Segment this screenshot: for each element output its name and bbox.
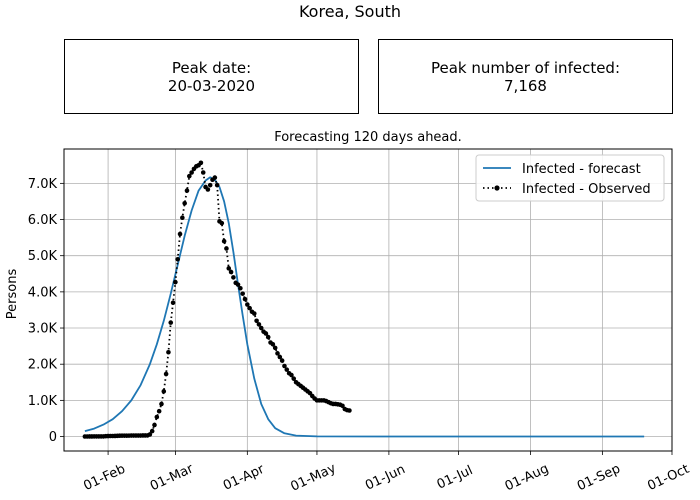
x-tick-label: 01-Oct [645, 462, 691, 494]
observed-point [277, 354, 283, 360]
peak-infected-value: 7,168 [504, 76, 547, 95]
y-tick-label: 5.0K [28, 249, 58, 264]
observed-point [168, 320, 174, 325]
grid-lines [64, 149, 673, 451]
peak-infected-label: Peak number of infected: [430, 58, 621, 77]
observed-point [275, 351, 280, 356]
y-tick-label: 7.0K [28, 177, 58, 192]
observed-point [166, 349, 171, 355]
observed-point [156, 408, 162, 414]
observed-point [205, 187, 211, 192]
legend-box [475, 154, 665, 202]
observed-point [177, 231, 183, 237]
observed-point [270, 342, 276, 347]
observed-point [170, 300, 176, 306]
plot-frame [63, 148, 673, 452]
observed-point [240, 291, 245, 296]
x-tick-label: 01-Aug [503, 461, 551, 494]
observed-point [224, 246, 229, 251]
observed-point [256, 322, 262, 327]
observed-point [226, 266, 232, 271]
observed-point [154, 414, 160, 420]
observed-point [198, 160, 204, 166]
observed-point [147, 432, 153, 437]
observed-point [189, 170, 194, 175]
observed-point [161, 389, 167, 394]
x-tick-label: 01-Jul [435, 463, 475, 493]
x-tick-label: 01-Apr [221, 462, 267, 494]
peak-infected-box: Peak number of infected: 7,168 [378, 39, 673, 114]
observed-point [238, 285, 243, 291]
observed-point [235, 282, 241, 287]
y-tick-label: 4.0K [28, 285, 58, 300]
chart-title: Forecasting 120 days ahead. [274, 130, 462, 145]
observed-point [187, 173, 192, 179]
observed-point [212, 175, 218, 180]
observed-point [219, 220, 225, 226]
observed-point [207, 182, 213, 188]
y-tick-label: 6.0K [28, 213, 58, 228]
observed-point [214, 182, 220, 188]
observed-point [245, 302, 250, 307]
y-tick-label: 0 [49, 430, 57, 445]
series-layer [82, 160, 645, 439]
observed-point [200, 170, 206, 175]
observed-point [221, 238, 227, 244]
observed-point [180, 215, 185, 221]
y-tick-label: 2.0K [28, 358, 58, 373]
observed-point [289, 372, 294, 378]
peak-date-box: Peak date: 20-03-2020 [64, 39, 359, 114]
peak-date-label: Peak date: [171, 58, 252, 77]
y-tick-label: 3.0K [28, 322, 58, 337]
y-axis-label: Persons [5, 269, 20, 320]
x-tick-label: 01-Feb [81, 462, 127, 494]
y-tick-label: 1.0K [28, 394, 58, 409]
observed-point [347, 408, 352, 413]
observed-line [84, 160, 350, 438]
observed-point [258, 325, 264, 331]
observed-point [163, 371, 169, 377]
peak-date-value: 20-03-2020 [167, 76, 256, 95]
observed-point [159, 401, 164, 407]
x-tick-label: 01-Jun [363, 462, 408, 493]
legend: Infected - forecast Infected - Observed [475, 154, 665, 202]
observed-point [173, 279, 178, 285]
observed-point [265, 334, 271, 340]
observed-point [340, 403, 345, 409]
x-tick-label: 01-Mar [148, 461, 196, 494]
axis-ticks: 01-Feb 01-Mar 01-Apr 01-May 01-Jun 01-Jul 01-A… [28, 177, 692, 495]
legend-forecast-label: Infected - forecast [522, 162, 641, 177]
legend-observed-marker [494, 185, 500, 191]
observed-point [284, 367, 290, 372]
observed-point [263, 331, 269, 336]
observed-point [272, 345, 278, 351]
observed-point [182, 200, 187, 206]
observed-point [184, 188, 190, 193]
legend-observed-label: Infected - Observed [522, 182, 651, 197]
observed-point [282, 363, 287, 369]
observed-point [251, 311, 257, 316]
observed-point [291, 376, 297, 381]
observed-point [279, 358, 285, 363]
observed-point [228, 269, 234, 275]
page-title: Korea, South [298, 2, 402, 21]
x-tick-label: 01-Sep [575, 461, 623, 494]
observed-point [254, 318, 259, 324]
observed-point [231, 275, 236, 280]
x-tick-label: 01-May [288, 461, 338, 495]
observed-point [152, 422, 157, 428]
observed-point [175, 257, 181, 262]
observed-point [149, 428, 155, 434]
observed-point [242, 296, 248, 302]
forecast-line [84, 176, 645, 438]
observed-point [247, 305, 252, 311]
